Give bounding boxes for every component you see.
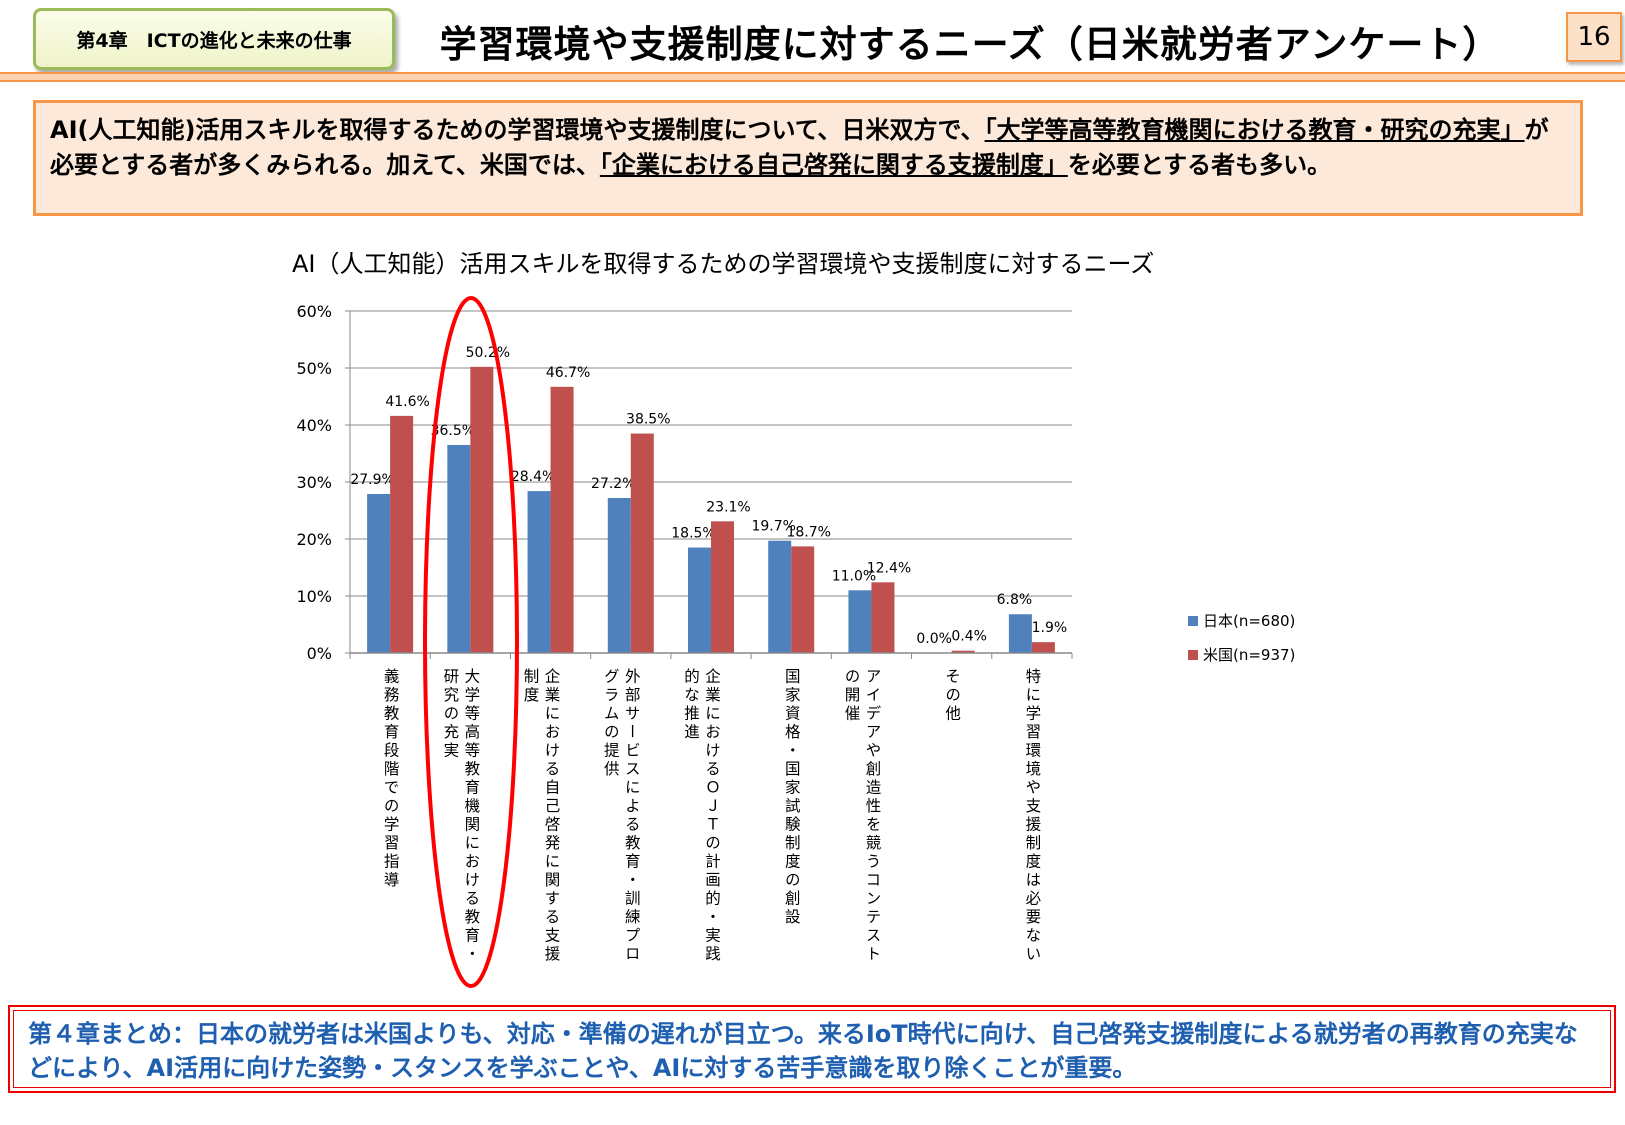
category-label: 外部サービスによる教育・訓練プロ グラムの提供: [600, 668, 642, 964]
category-label: アイデアや創造性を競うコンテスト の開催: [840, 668, 882, 964]
bar: [527, 491, 551, 653]
data-label: 38.5%: [626, 412, 670, 428]
bar: [688, 547, 711, 653]
legend-swatch: [1188, 615, 1198, 626]
y-tick-label: 50%: [296, 359, 332, 378]
data-label: 28.4%: [511, 469, 555, 485]
bar: [367, 493, 391, 653]
page-title: 学習環境や支援制度に対するニーズ（日米就労者アンケート）: [439, 23, 1501, 66]
y-tick-label: 30%: [296, 473, 332, 492]
data-label: 27.2%: [591, 476, 635, 492]
category-label-line: 国家資格・国家試験制度の創設: [782, 668, 801, 927]
legend-label: 日本(n=680): [1203, 612, 1296, 630]
y-tick-label: 40%: [296, 416, 332, 435]
bar: [550, 386, 574, 653]
bar: [791, 546, 815, 653]
category-label-line: の開催: [842, 668, 861, 724]
category-label-line: アイデアや創造性を競うコンテスト: [863, 668, 882, 964]
bar: [447, 444, 471, 653]
data-label: 36.5%: [431, 423, 475, 439]
chapter-summary: 第４章まとめ：日本の就労者は米国よりも、対応・準備の遅れが目立つ。来るIoT時代…: [8, 1005, 1616, 1093]
summary-highlight: 「企業における自己啓発に関する支援制度」: [599, 151, 1068, 179]
data-label: 1.9%: [1032, 620, 1068, 636]
chart-title: AI（人工知能）活用スキルを取得するための学習環境や支援制度に対するニーズ: [292, 250, 1155, 278]
data-label: 0.4%: [951, 629, 987, 645]
highlight-ellipse: [423, 296, 519, 988]
y-tick-label: 10%: [296, 587, 332, 606]
header-divider: [0, 72, 1625, 82]
bar: [871, 582, 895, 653]
category-label-line: 企業におけるＯＪＴの計画的・実践: [703, 668, 721, 964]
summary-box: AI(人工知能)活用スキルを取得するための学習環境や支援制度について、日米双方で…: [33, 100, 1583, 216]
category-label: 国家資格・国家試験制度の創設: [781, 668, 802, 927]
bar: [470, 366, 494, 653]
summary-text: を必要とする者も多い。: [1067, 151, 1332, 179]
data-label: 27.9%: [350, 472, 394, 488]
data-label: 46.7%: [546, 365, 590, 381]
category-label: 特に学習環境や支援制度は必要ない: [1021, 668, 1042, 964]
bar: [848, 590, 872, 653]
bar: [607, 497, 631, 653]
legend-item: 日本(n=680): [1188, 610, 1295, 631]
summary-text: が必要とする者が多くみられる。加えて、米国では、: [50, 116, 1549, 179]
bar: [951, 650, 975, 653]
chapter-badge: 第4章 ICTの進化と未来の仕事: [33, 8, 395, 70]
data-label: 11.0%: [832, 568, 876, 584]
page-number: 16: [1566, 12, 1622, 62]
bar: [390, 415, 414, 653]
category-label-line: 企業における自己啓発に関する支援: [542, 668, 561, 964]
bar: [1008, 614, 1032, 653]
category-label: 義務教育段階での学習指導: [380, 668, 401, 890]
category-label-line: 外部サービスによる教育・訓練プロ: [622, 668, 641, 964]
y-tick-label: 20%: [296, 530, 332, 549]
category-label: 企業における自己啓発に関する支援 制度: [520, 668, 562, 964]
bar: [768, 540, 792, 653]
legend-label: 米国(n=937): [1203, 646, 1296, 664]
category-label-line: 的な推進: [682, 668, 700, 742]
category-label-line: 研究の充実: [441, 668, 460, 761]
category-label-line: その他: [943, 668, 962, 724]
bar: [1031, 642, 1055, 653]
category-label: 大学等高等教育機関における教育・ 研究の充実: [439, 668, 481, 964]
data-label: 41.6%: [385, 394, 429, 410]
data-label: 6.8%: [997, 592, 1033, 608]
summary-text: AI(人工知能)活用スキルを取得するための学習環境や支援制度について、日米双方で…: [50, 116, 985, 144]
data-label: 0.0%: [916, 631, 952, 647]
category-label-line: 大学等高等教育機関における教育・: [462, 668, 481, 964]
data-label: 23.1%: [706, 499, 750, 515]
bar: [711, 521, 734, 653]
category-label-line: 特に学習環境や支援制度は必要ない: [1023, 668, 1042, 964]
data-label: 50.2%: [466, 345, 510, 361]
y-tick-label: 0%: [307, 644, 332, 663]
category-label-line: 制度: [521, 668, 540, 705]
data-label: 19.7%: [751, 519, 795, 535]
legend-swatch: [1188, 649, 1198, 660]
category-label-line: グラムの提供: [601, 668, 620, 779]
bar: [630, 433, 654, 653]
category-label: 企業におけるＯＪＴの計画的・実践 的な推進: [680, 668, 722, 964]
data-label: 12.4%: [867, 560, 911, 576]
summary-highlight: 「大学等高等教育機関における教育・研究の充実」: [984, 116, 1525, 144]
legend-item: 米国(n=937): [1188, 644, 1295, 665]
category-label: その他: [941, 668, 962, 724]
data-label: 18.7%: [786, 524, 830, 540]
data-label: 18.5%: [671, 526, 715, 542]
y-tick-label: 60%: [296, 302, 332, 321]
category-label-line: 義務教育段階での学習指導: [381, 668, 400, 890]
